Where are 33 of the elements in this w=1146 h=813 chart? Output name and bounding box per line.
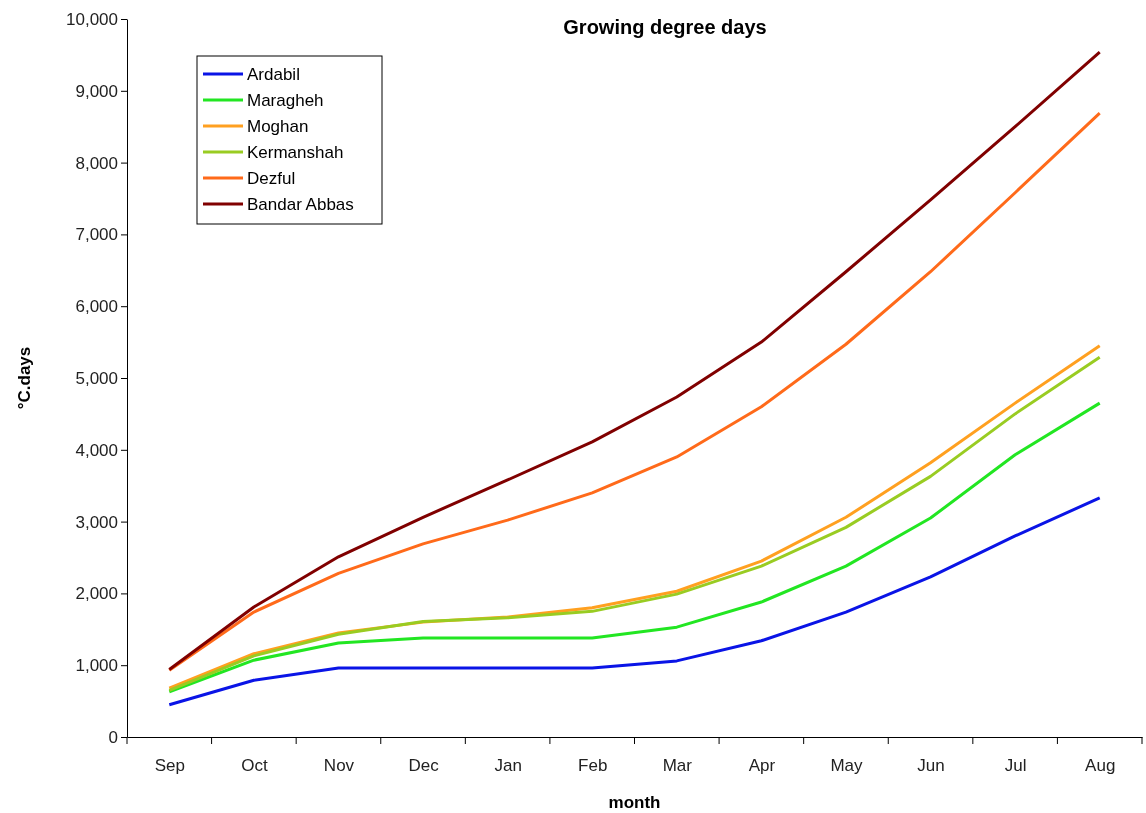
legend-label: Maragheh	[247, 91, 324, 110]
y-tick-label: 10,000	[66, 9, 118, 29]
x-tick-label: Jul	[1004, 756, 1027, 776]
y-tick-label: 6,000	[75, 297, 118, 317]
chart-title: Growing degree days	[563, 16, 767, 38]
y-tick-label: 2,000	[75, 584, 118, 604]
y-tick-label: 4,000	[75, 440, 118, 460]
legend-label: Dezful	[247, 169, 296, 188]
x-tick-label: Dec	[408, 756, 440, 776]
x-tick-label: Feb	[578, 756, 608, 776]
x-axis-title: month	[608, 793, 661, 812]
line-series	[167, 496, 1102, 707]
x-tick-label: May	[830, 756, 864, 776]
x-tick-label: Mar	[662, 756, 693, 776]
legend-label: Bandar Abbas	[247, 195, 354, 214]
y-tick-label: 0	[108, 727, 118, 747]
y-tick-label: 7,000	[75, 225, 118, 245]
x-tick-label: Jun	[917, 756, 945, 776]
x-tick-label: Apr	[748, 756, 776, 776]
x-tick-label: Jan	[494, 756, 522, 776]
y-tick-label: 9,000	[75, 81, 118, 101]
y-tick-label: 5,000	[75, 368, 118, 388]
y-tick-label: 1,000	[75, 656, 118, 676]
legend-label: Ardabil	[247, 65, 300, 84]
x-tick-label: Sep	[154, 756, 185, 776]
y-axis-title: °C.days	[15, 346, 34, 410]
y-tick-label: 8,000	[75, 153, 118, 173]
x-tick-label: Oct	[241, 756, 268, 776]
y-tick-label: 3,000	[75, 512, 118, 532]
x-tick-label: Nov	[323, 756, 355, 776]
x-tick-label: Aug	[1085, 756, 1116, 776]
legend-label: Kermanshah	[247, 143, 344, 162]
legend-label: Moghan	[247, 117, 309, 136]
